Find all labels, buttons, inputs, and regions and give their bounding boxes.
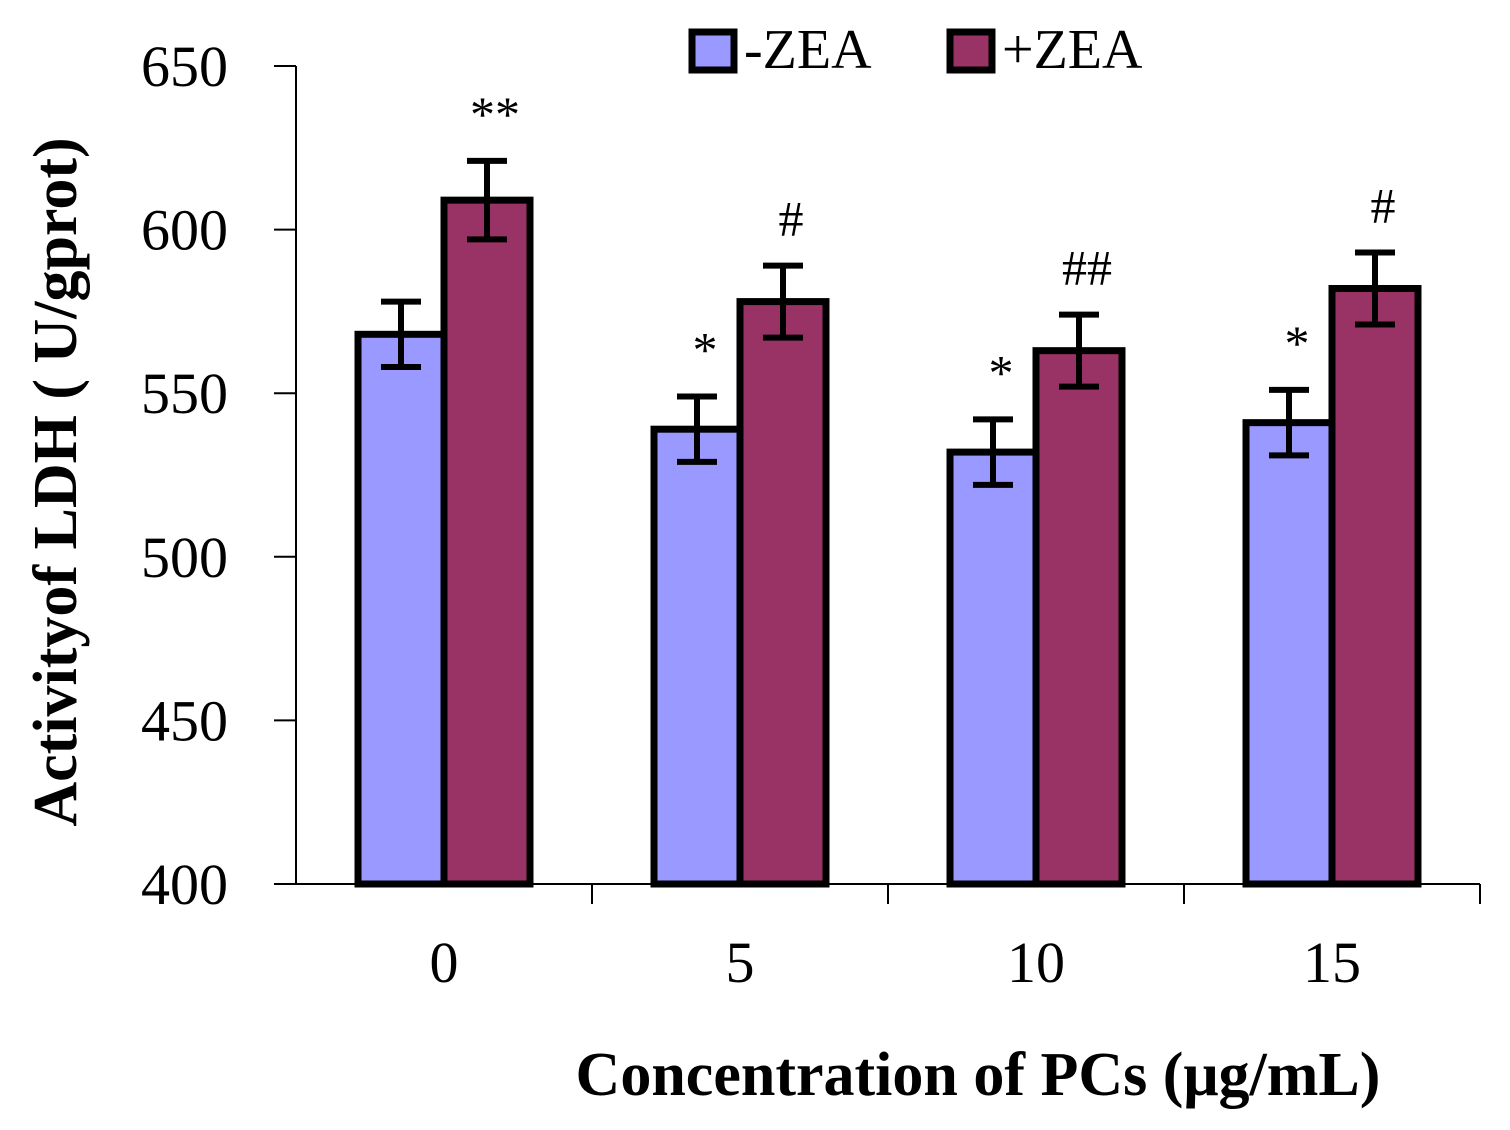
- x-tick-label: 5: [726, 930, 755, 995]
- bars-layer: ***#*##*#: [354, 86, 1422, 888]
- x-tick-label: 10: [1007, 930, 1065, 995]
- bar: [736, 298, 830, 888]
- bar: [1242, 419, 1336, 888]
- legend-swatch: [946, 28, 996, 74]
- bar: [946, 448, 1040, 888]
- x-tick-label: 0: [430, 930, 459, 995]
- significance-label: *: [693, 321, 718, 377]
- x-tick-label: 15: [1303, 930, 1361, 995]
- y-axis-title: Activityof LDH ( U/gprot): [22, 137, 90, 826]
- bar: [440, 196, 534, 888]
- y-tick-label: 600: [141, 198, 228, 263]
- ticks-layer: 400 450 500 550 600 650 0 5 10 15: [141, 34, 1481, 995]
- significance-label: *: [1285, 315, 1310, 371]
- legend-swatch: [688, 28, 738, 74]
- bar: [650, 425, 744, 888]
- significance-label: ##: [1062, 240, 1112, 296]
- bar: [354, 330, 448, 888]
- significance-label: #: [779, 191, 804, 247]
- significance-label: *: [989, 344, 1014, 400]
- y-tick-label: 500: [141, 525, 228, 590]
- legend-label: -ZEA: [744, 19, 872, 81]
- significance-label: **: [470, 86, 520, 142]
- x-axis-title: Concentration of PCs (μg/mL): [576, 1041, 1381, 1109]
- y-tick-label: 450: [141, 688, 228, 753]
- bar: [1328, 284, 1422, 888]
- y-tick-label: 550: [141, 361, 228, 426]
- bar: [1032, 347, 1126, 888]
- significance-label: #: [1371, 178, 1396, 234]
- legend: -ZEA +ZEA: [688, 19, 1143, 81]
- y-tick-label: 650: [141, 34, 228, 99]
- legend-label: +ZEA: [1002, 19, 1143, 81]
- y-tick-label: 400: [141, 852, 228, 917]
